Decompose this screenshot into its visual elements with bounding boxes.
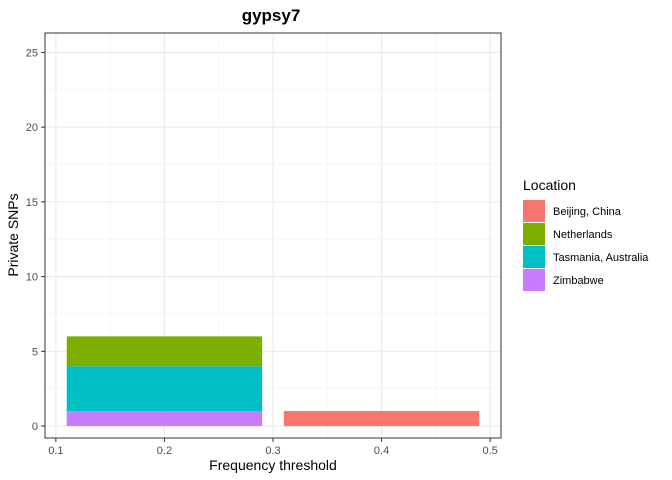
x-axis-title: Frequency threshold — [209, 457, 337, 473]
bar-zimbabwe — [66, 411, 263, 427]
bar-beijing-china — [283, 411, 480, 427]
legend-label: Beijing, China — [553, 206, 622, 218]
plot-panel — [44, 32, 502, 439]
chart-title: gypsy7 — [242, 6, 301, 25]
x-tick-label: 0.3 — [265, 445, 280, 457]
legend-swatch — [523, 246, 545, 268]
legend-swatch — [523, 200, 545, 222]
y-tick-label: 20 — [26, 122, 38, 134]
x-tick-label: 0.5 — [482, 445, 497, 457]
legend-label: Tasmania, Australia — [553, 252, 649, 264]
legend-item-tasmania-australia: Tasmania, Australia — [523, 246, 649, 268]
legend-item-netherlands: Netherlands — [523, 223, 613, 245]
x-tick-label: 0.2 — [157, 445, 172, 457]
legend-label: Zimbabwe — [553, 275, 604, 287]
legend: Location Beijing, China Netherlands Tasman… — [523, 177, 649, 291]
y-tick-label: 25 — [26, 47, 38, 59]
x-tick-label: 0.4 — [374, 445, 389, 457]
y-tick-label: 15 — [26, 197, 38, 209]
y-axis: 0 5 10 15 20 25 — [26, 47, 45, 433]
legend-title: Location — [523, 177, 576, 193]
legend-items: Beijing, China Netherlands Tasmania, Austr… — [523, 200, 649, 291]
y-axis-title: Private SNPs — [5, 193, 21, 276]
legend-item-zimbabwe: Zimbabwe — [523, 269, 604, 291]
bar-netherlands — [66, 336, 263, 367]
y-tick-label: 10 — [26, 272, 38, 284]
x-axis: 0.1 0.2 0.3 0.4 0.5 — [48, 438, 498, 457]
legend-label: Netherlands — [553, 229, 613, 241]
legend-swatch — [523, 223, 545, 245]
bars — [66, 336, 480, 427]
legend-item-beijing-china: Beijing, China — [523, 200, 622, 222]
legend-swatch — [523, 269, 545, 291]
y-tick-label: 0 — [32, 421, 38, 433]
y-tick-label: 5 — [32, 346, 38, 358]
bar-tasmania-australia — [66, 366, 263, 412]
x-tick-label: 0.1 — [48, 445, 63, 457]
